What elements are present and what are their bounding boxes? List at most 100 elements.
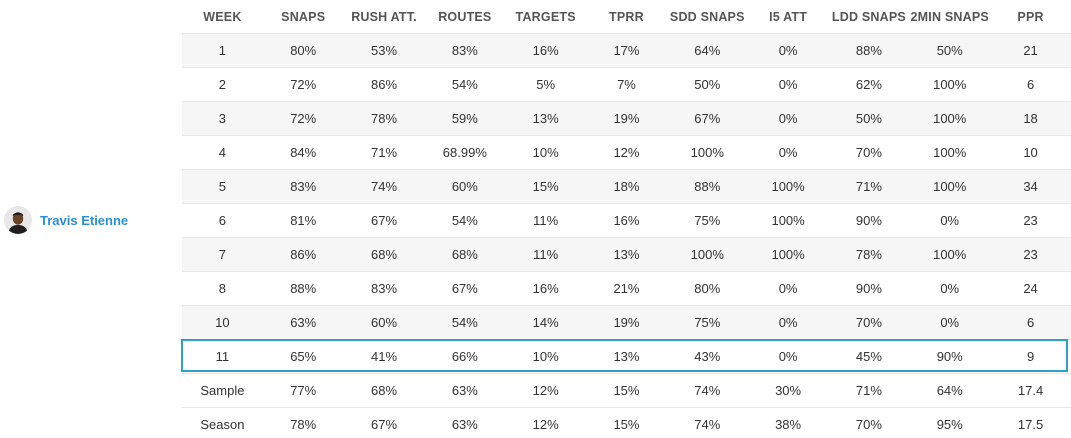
stat-cell: 80% <box>666 271 748 306</box>
stat-cell: 5% <box>505 67 587 102</box>
stat-cell: 0% <box>747 305 829 340</box>
summary-cell: 15% <box>586 407 667 438</box>
stat-cell: 24 <box>990 271 1071 306</box>
stat-cell: 43% <box>666 339 748 374</box>
stat-cell: 100% <box>747 169 829 204</box>
stat-cell: 19% <box>586 101 667 136</box>
stat-cell: 86% <box>343 67 425 102</box>
stat-cell: 18 <box>990 101 1071 136</box>
summary-cell: 77% <box>262 373 344 408</box>
stat-cell: 60% <box>343 305 425 340</box>
table-row: 6 81% 67% 54% 11% 16% 75% 100% 90% 0% 23 <box>182 203 1071 238</box>
column-header[interactable]: TARGETS <box>505 0 587 34</box>
stat-cell: 68.99% <box>424 135 506 170</box>
week-cell: 3 <box>182 101 263 136</box>
stat-cell: 41% <box>343 339 425 374</box>
stat-cell: 16% <box>505 271 587 306</box>
stat-cell: 88% <box>262 271 344 306</box>
stat-cell: 9 <box>990 339 1071 374</box>
week-cell: 8 <box>182 271 263 306</box>
stat-cell: 54% <box>424 305 506 340</box>
stat-cell: 100% <box>666 237 748 272</box>
stat-cell: 0% <box>747 33 829 68</box>
column-header[interactable]: PPR <box>990 0 1071 34</box>
stat-cell: 88% <box>828 33 910 68</box>
stat-cell: 0% <box>747 271 829 306</box>
summary-cell: 78% <box>262 407 344 438</box>
stat-cell: 0% <box>747 339 829 374</box>
column-header[interactable]: RUSH ATT. <box>343 0 425 34</box>
stat-cell: 83% <box>262 169 344 204</box>
column-header[interactable]: WEEK <box>182 0 263 34</box>
stat-cell: 81% <box>262 203 344 238</box>
column-header[interactable]: SDD SNAPS <box>666 0 748 34</box>
player-name-link[interactable]: Travis Etienne <box>40 212 129 228</box>
summary-row: Season 78% 67% 63% 12% 15% 74% 38% 70% 95% 17.5 <box>182 407 1071 438</box>
stat-cell: 19% <box>586 305 667 340</box>
table-row: 5 83% 74% 60% 15% 18% 88% 100% 71% 100% 34 <box>182 169 1071 204</box>
table-row: 10 63% 60% 54% 14% 19% 75% 0% 70% 0% 6 <box>182 305 1071 340</box>
stat-cell: 90% <box>909 339 991 374</box>
stat-cell: 71% <box>828 169 910 204</box>
week-cell: 7 <box>182 237 263 272</box>
stat-cell: 78% <box>343 101 425 136</box>
summary-cell: 30% <box>747 373 829 408</box>
stat-cell: 100% <box>909 169 991 204</box>
stat-cell: 50% <box>909 33 991 68</box>
stat-cell: 100% <box>909 67 991 102</box>
stat-cell: 88% <box>666 169 748 204</box>
stat-cell: 68% <box>343 237 425 272</box>
stat-cell: 75% <box>666 203 748 238</box>
table-row: 2 72% 86% 54% 5% 7% 50% 0% 62% 100% 6 <box>182 67 1071 102</box>
stat-cell: 45% <box>828 339 910 374</box>
stat-cell: 64% <box>666 33 748 68</box>
stat-cell: 23 <box>990 203 1071 238</box>
stat-cell: 11% <box>505 203 587 238</box>
summary-cell: 63% <box>424 407 506 438</box>
stat-cell: 83% <box>424 33 506 68</box>
summary-label: Sample <box>182 373 263 408</box>
summary-cell: 67% <box>343 407 425 438</box>
stat-cell: 10 <box>990 135 1071 170</box>
weekly-stats-table: WEEK SNAPS RUSH ATT. ROUTES TARGETS TPRR SDD S… <box>182 0 1071 438</box>
summary-label: Season <box>182 407 263 438</box>
stat-cell: 90% <box>828 203 910 238</box>
column-header[interactable]: 2MIN SNAPS <box>909 0 991 34</box>
stat-cell: 84% <box>262 135 344 170</box>
column-header[interactable]: ROUTES <box>424 0 506 34</box>
player-headshot-icon <box>4 206 32 234</box>
player-info[interactable]: Travis Etienne <box>4 204 128 236</box>
stat-cell: 50% <box>828 101 910 136</box>
week-cell: 2 <box>182 67 263 102</box>
week-cell: 11 <box>182 339 263 374</box>
stat-cell: 78% <box>828 237 910 272</box>
week-cell: 1 <box>182 33 263 68</box>
summary-cell: 17.4 <box>990 373 1071 408</box>
stat-cell: 100% <box>909 135 991 170</box>
summary-cell: 95% <box>909 407 991 438</box>
column-header[interactable]: LDD SNAPS <box>828 0 910 34</box>
stat-cell: 54% <box>424 203 506 238</box>
column-header[interactable]: SNAPS <box>262 0 344 34</box>
stat-cell: 74% <box>343 169 425 204</box>
summary-cell: 63% <box>424 373 506 408</box>
stat-cell: 12% <box>586 135 667 170</box>
table-row: 1 80% 53% 83% 16% 17% 64% 0% 88% 50% 21 <box>182 33 1071 68</box>
column-header[interactable]: TPRR <box>586 0 667 34</box>
stat-cell: 16% <box>586 203 667 238</box>
stat-cell: 54% <box>424 67 506 102</box>
stat-cell: 67% <box>666 101 748 136</box>
table-body: 1 80% 53% 83% 16% 17% 64% 0% 88% 50% 21 2 72% 86% 54% 5… <box>182 33 1071 438</box>
column-header[interactable]: I5 ATT <box>747 0 829 34</box>
stat-cell: 90% <box>828 271 910 306</box>
stat-cell: 100% <box>909 101 991 136</box>
stat-cell: 62% <box>828 67 910 102</box>
summary-cell: 12% <box>505 373 587 408</box>
stat-cell: 70% <box>828 135 910 170</box>
stat-cell: 10% <box>505 135 587 170</box>
stat-cell: 0% <box>909 203 991 238</box>
stat-cell: 14% <box>505 305 587 340</box>
stat-cell: 6 <box>990 67 1071 102</box>
summary-cell: 70% <box>828 407 910 438</box>
stat-cell: 83% <box>343 271 425 306</box>
